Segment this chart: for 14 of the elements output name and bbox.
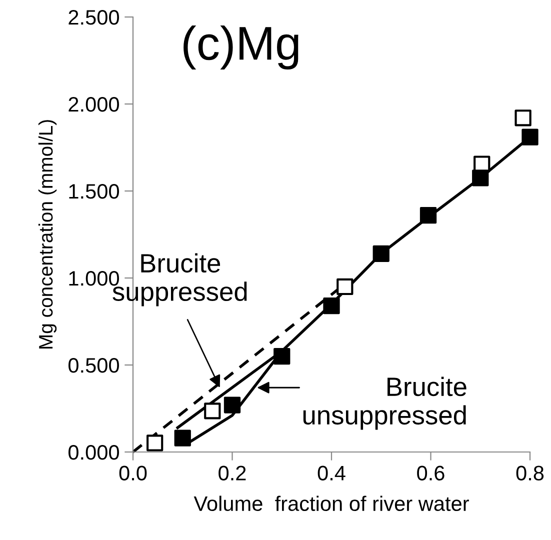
x-tick-label: 0.0 (119, 466, 147, 480)
x-tick-label: 0.6 (417, 466, 444, 480)
x-tick-label: 0.8 (516, 466, 544, 480)
y-tick-label: 0.000 (68, 445, 119, 460)
x-tick-label: 0.2 (218, 466, 246, 480)
annotation: Brucite unsuppressed (303, 376, 466, 430)
y-axis-title: Mg concentration (mmol/L) (38, 120, 57, 349)
y-tick-label: 2.000 (68, 97, 119, 112)
y-tick-label: 2.500 (68, 10, 119, 25)
chart-title: (c)Mg (184, 25, 298, 70)
x-tick-label: 0.4 (318, 466, 346, 480)
x-axis-title: Volume fraction of river water (194, 496, 469, 512)
y-tick-label: 0.500 (68, 358, 119, 373)
y-tick-label: 1.500 (69, 184, 119, 199)
